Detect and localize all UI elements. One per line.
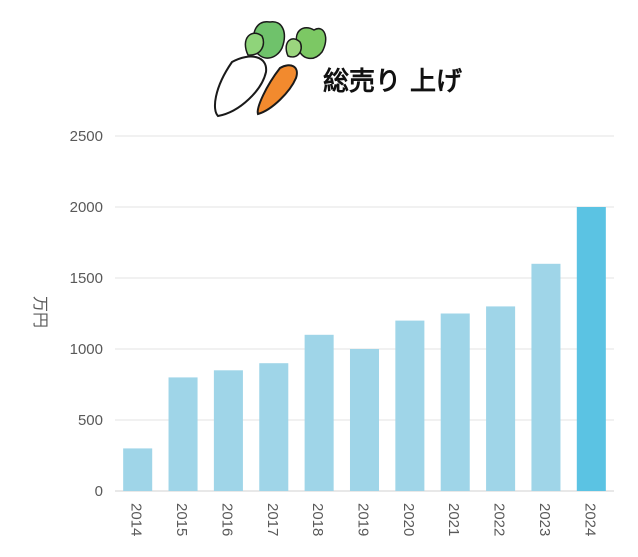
- bar-2017: [259, 363, 289, 491]
- y-tick-label: 2500: [70, 128, 103, 145]
- x-tick-label: 2024: [581, 503, 598, 536]
- y-tick-label: 1000: [70, 341, 103, 358]
- x-tick-label: 2018: [309, 503, 326, 536]
- x-tick-label: 2023: [536, 503, 553, 536]
- x-tick-label: 2019: [355, 503, 372, 536]
- bar-2019: [349, 349, 380, 491]
- bar-2023: [531, 263, 561, 491]
- x-tick-label: 2015: [173, 503, 190, 536]
- y-axis-ticks: 0 500 1000 1500 2000 2500: [70, 128, 103, 500]
- bar-2021: [440, 313, 470, 491]
- bar-2016: [213, 370, 243, 491]
- y-tick-label: 1500: [70, 270, 103, 287]
- x-axis-ticks: 2014 2015 2016 2017 2018 2019 2020 2021 2022 2023…: [128, 503, 599, 536]
- bar-2020: [395, 320, 425, 491]
- bar-2015: [168, 377, 198, 491]
- y-tick-label: 0: [95, 483, 103, 500]
- bars: [123, 207, 606, 491]
- x-tick-label: 2022: [491, 503, 508, 536]
- x-tick-label: 2014: [128, 503, 145, 536]
- bar-2018: [304, 334, 334, 491]
- bar-2022: [486, 306, 516, 491]
- carrot-icon: [256, 27, 327, 116]
- x-tick-label: 2017: [264, 503, 281, 536]
- chart-title: 総売り 上げ: [323, 66, 463, 97]
- x-tick-label: 2016: [218, 503, 235, 536]
- x-tick-label: 2021: [445, 503, 462, 536]
- y-axis-label: 万円: [31, 296, 50, 328]
- bar-2024: [576, 207, 606, 491]
- y-tick-label: 2000: [70, 199, 103, 216]
- bar-2014: [123, 448, 153, 491]
- x-tick-label: 2020: [400, 503, 417, 536]
- y-tick-label: 500: [78, 412, 103, 429]
- daikon-radish-icon: [214, 21, 286, 118]
